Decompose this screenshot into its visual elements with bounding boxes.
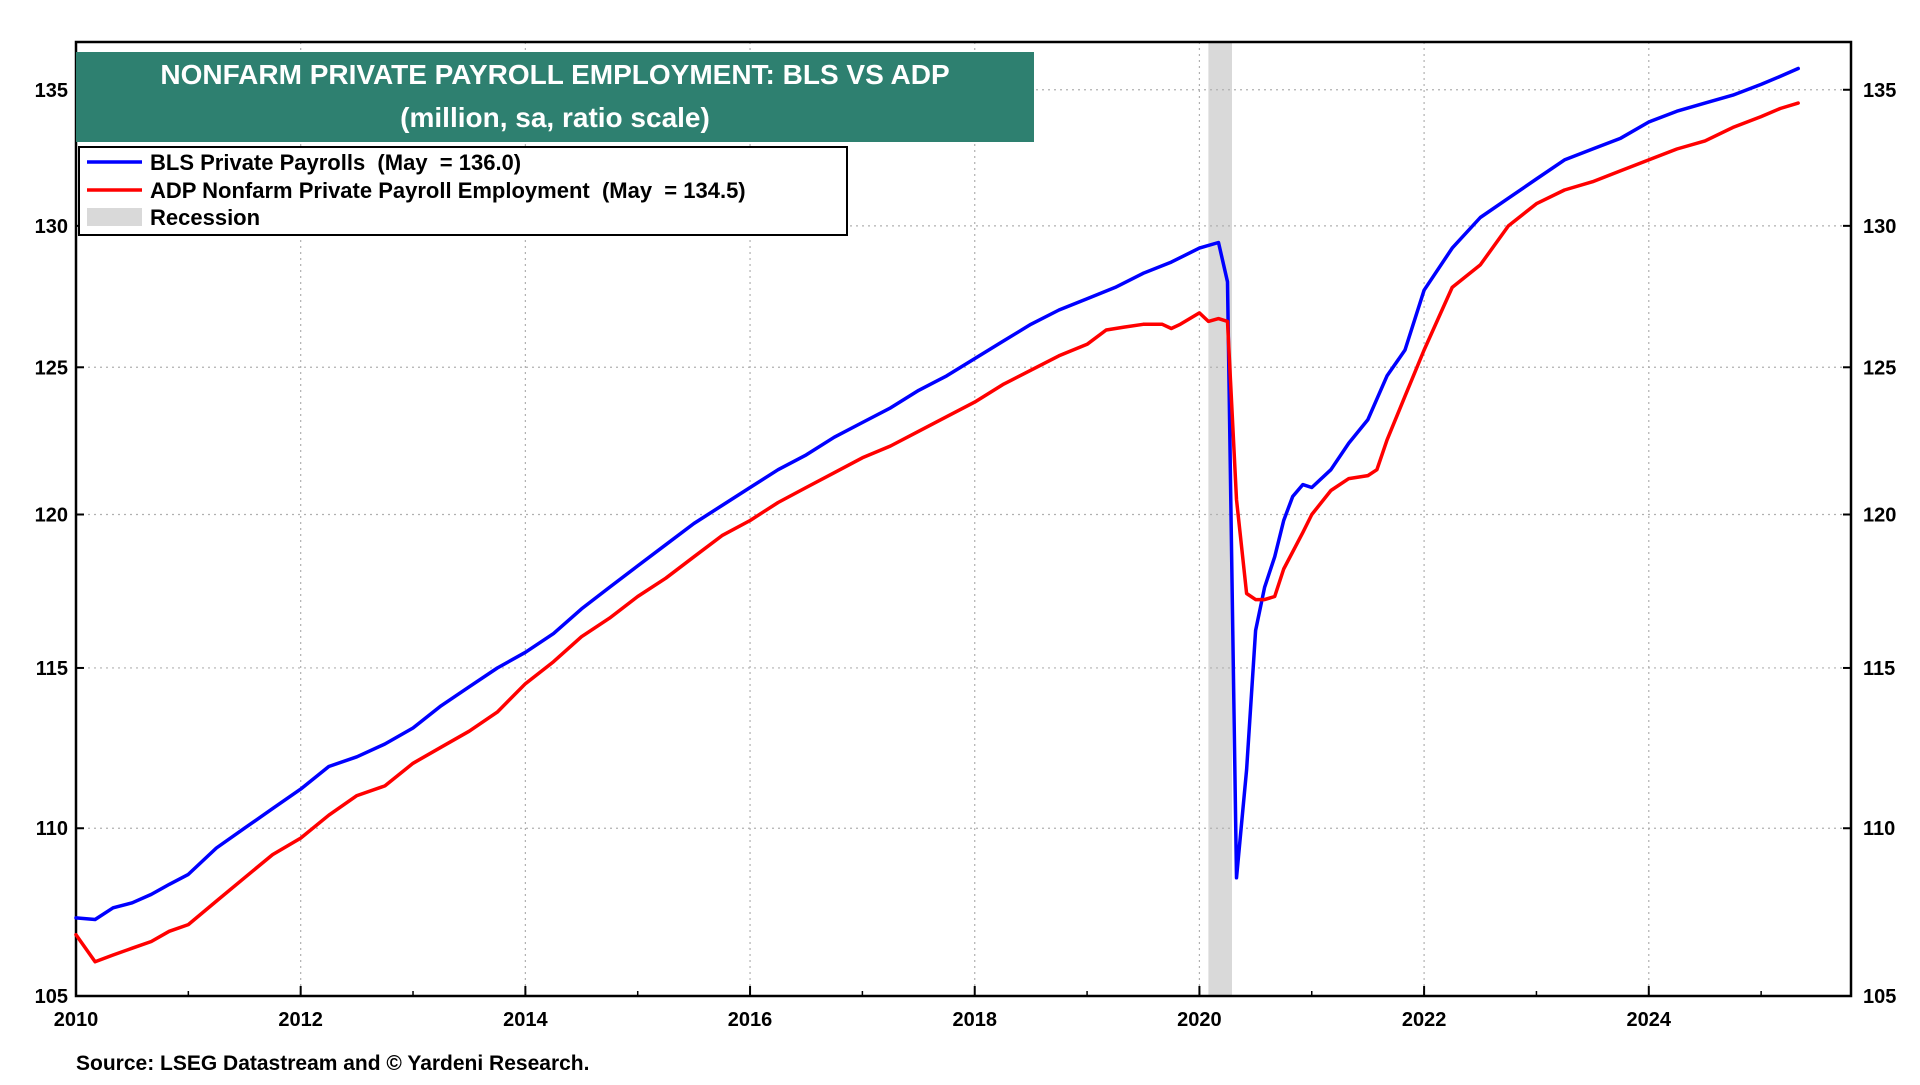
title-background bbox=[76, 52, 1034, 142]
y-tick-label-right: 115 bbox=[1863, 658, 1895, 680]
y-tick-label-right: 110 bbox=[1863, 818, 1895, 840]
y-tick-label-left: 105 bbox=[35, 986, 68, 1008]
y-tick-label-left: 130 bbox=[35, 216, 68, 238]
y-tick-label-right: 125 bbox=[1863, 357, 1896, 379]
series-line-adp bbox=[74, 101, 1800, 964]
y-tick-label-right: 120 bbox=[1863, 504, 1896, 526]
y-tick-label-left: 115 bbox=[36, 658, 68, 680]
y-tick-label-left: 125 bbox=[35, 357, 68, 379]
chart-title: NONFARM PRIVATE PAYROLL EMPLOYMENT: BLS … bbox=[160, 59, 949, 90]
legend-swatch-recession bbox=[87, 208, 142, 226]
series-layer bbox=[74, 66, 1800, 964]
y-tick-label-right: 135 bbox=[1863, 80, 1896, 102]
x-tick-label: 2016 bbox=[728, 1009, 773, 1031]
y-tick-label-left: 110 bbox=[36, 818, 68, 840]
source-note: Source: LSEG Datastream and © Yardeni Re… bbox=[76, 1052, 589, 1075]
legend-box bbox=[78, 146, 848, 236]
legend-label-adp: ADP Nonfarm Private Payroll Employment (… bbox=[150, 178, 746, 203]
x-tick-label: 2012 bbox=[278, 1009, 323, 1031]
chart-subtitle: (million, sa, ratio scale) bbox=[400, 102, 710, 133]
y-tick-label-right: 130 bbox=[1863, 216, 1896, 238]
x-tick-label: 2022 bbox=[1402, 1009, 1447, 1031]
y-tick-label-left: 135 bbox=[35, 80, 68, 102]
y-tick-label-left: 120 bbox=[35, 504, 68, 526]
x-tick-label: 2010 bbox=[54, 1009, 99, 1031]
x-tick-label: 2014 bbox=[503, 1009, 548, 1031]
legend-label-bls: BLS Private Payrolls (May = 136.0) bbox=[150, 150, 521, 175]
series-line-bls bbox=[74, 66, 1800, 922]
title-box: NONFARM PRIVATE PAYROLL EMPLOYMENT: BLS … bbox=[76, 52, 1034, 142]
legend-label-recession: Recession bbox=[150, 205, 260, 230]
plot-frame bbox=[74, 40, 1853, 998]
x-tick-label: 2018 bbox=[952, 1009, 997, 1031]
x-tick-label: 2024 bbox=[1627, 1009, 1672, 1031]
x-tick-label: 2020 bbox=[1177, 1009, 1222, 1031]
recession-band bbox=[1208, 42, 1232, 996]
ticks-layer: 105 105 110 110 115 115 120 120 125 125 130 130 135 1… bbox=[35, 80, 1897, 1031]
y-tick-label-right: 105 bbox=[1863, 986, 1896, 1008]
legend: BLS Private Payrolls (May = 136.0) ADP N… bbox=[78, 146, 848, 236]
